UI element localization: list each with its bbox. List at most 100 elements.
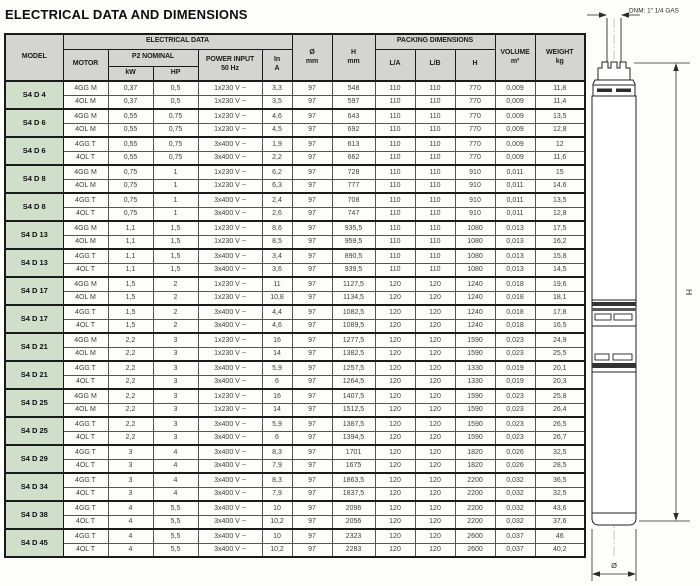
cell-power-input: 1x230 V ~ xyxy=(197,80,263,96)
header-h-pack: H xyxy=(454,48,496,82)
model-cell: S4 D 21 xyxy=(4,360,64,390)
cell-h-pack: 2600 xyxy=(454,542,496,558)
cell-hp: 0,5 xyxy=(152,94,199,110)
cell-l-a: 110 xyxy=(374,150,416,166)
cell-diameter: 97 xyxy=(291,220,333,236)
cell-l-a: 120 xyxy=(374,542,416,558)
cell-power-input: 3x400 V ~ xyxy=(197,486,263,502)
cell-l-a: 110 xyxy=(374,136,416,152)
cell-weight: 28,5 xyxy=(534,458,586,474)
cell-l-a: 120 xyxy=(374,500,416,516)
cell-volume: 0,018 xyxy=(494,276,536,292)
cell-kw: 2,2 xyxy=(107,346,154,362)
table-row: 4OL M 0,75 1 1x230 V ~6,3 97 777 110 110 910 0,01… xyxy=(5,178,586,194)
cell-weight: 12,8 xyxy=(534,122,586,138)
cell-h-pack: 1080 xyxy=(454,248,496,264)
cell-motor: 4OL M xyxy=(62,402,109,418)
cell-h-mm: 1134,5 xyxy=(331,290,376,306)
pump-outline-svg: DNM: 1" 1/4 GAS xyxy=(587,8,694,581)
cell-kw: 2,2 xyxy=(107,332,154,348)
model-cell: S4 D 29 xyxy=(4,444,64,474)
cell-weight: 17,5 xyxy=(534,220,586,236)
cell-kw: 0,55 xyxy=(107,108,154,124)
table-row: S4 D 21 4GG M 2,2 3 1x230 V ~16 97 1277,5 120 12… xyxy=(4,332,586,362)
cell-hp: 3 xyxy=(152,374,199,390)
cell-hp: 3 xyxy=(152,430,199,446)
cell-weight: 13,5 xyxy=(534,192,586,208)
cell-l-b: 120 xyxy=(414,500,456,516)
table-row: S4 D 6 4GG M 0,55 0,75 1x230 V ~4,6 97 643 110 1… xyxy=(4,108,586,138)
cell-l-b: 120 xyxy=(414,402,456,418)
cell-diameter: 97 xyxy=(291,346,333,362)
cell-in-a: 5,9 xyxy=(261,416,293,432)
cell-weight: 40,2 xyxy=(534,542,586,558)
cell-weight: 16,2 xyxy=(534,234,586,250)
cell-weight: 32,5 xyxy=(534,444,586,460)
cell-l-a: 110 xyxy=(374,80,416,96)
table-row: 4OL M 0,55 0,75 1x230 V ~4,5 97 692 110 110 770 0… xyxy=(5,122,586,138)
cell-motor: 4OL T xyxy=(62,486,109,502)
cell-weight: 24,9 xyxy=(534,332,586,348)
cell-motor: 4GG T xyxy=(62,136,109,152)
cell-weight: 14,5 xyxy=(534,262,586,278)
cell-l-a: 120 xyxy=(374,290,416,306)
cell-h-mm: 708 xyxy=(331,192,376,208)
cell-h-mm: 1863,5 xyxy=(331,472,376,488)
cell-h-mm: 939,5 xyxy=(331,262,376,278)
cell-motor: 4GG T xyxy=(62,360,109,376)
model-cell: S4 D 17 xyxy=(4,304,64,334)
cell-motor: 4OL T xyxy=(62,458,109,474)
cell-motor: 4GG T xyxy=(62,416,109,432)
cell-hp: 0,75 xyxy=(152,150,199,166)
cell-hp: 1,5 xyxy=(152,220,199,236)
cell-hp: 0,75 xyxy=(152,136,199,152)
cell-volume: 0,011 xyxy=(494,178,536,194)
cell-kw: 3 xyxy=(107,444,154,460)
cell-volume: 0,011 xyxy=(494,164,536,180)
cell-volume: 0,009 xyxy=(494,150,536,166)
cell-diameter: 97 xyxy=(291,514,333,530)
cell-h-mm: 548 xyxy=(331,80,376,96)
cell-kw: 1,1 xyxy=(107,234,154,250)
table-row: S4 D 25 4GG T 2,2 3 3x400 V ~5,9 97 1387,5 120 1… xyxy=(4,416,586,446)
cell-in-a: 4,6 xyxy=(261,108,293,124)
cell-h-mm: 1837,5 xyxy=(331,486,376,502)
table-row: S4 D 8 4GG M 0,75 1 1x230 V ~6,2 97 728 110 110 9… xyxy=(4,164,586,194)
cell-diameter: 97 xyxy=(291,234,333,250)
cell-motor: 4GG M xyxy=(62,276,109,292)
cell-kw: 0,37 xyxy=(107,94,154,110)
cell-in-a: 10 xyxy=(261,528,293,544)
cell-h-mm: 1257,5 xyxy=(331,360,376,376)
cell-hp: 4 xyxy=(152,444,199,460)
cell-volume: 0,011 xyxy=(494,192,536,208)
cell-hp: 4 xyxy=(152,458,199,474)
cell-volume: 0,013 xyxy=(494,220,536,236)
cell-power-input: 1x230 V ~ xyxy=(197,276,263,292)
cell-l-b: 120 xyxy=(414,290,456,306)
cell-motor: 4GG T xyxy=(62,500,109,516)
cell-in-a: 1,9 xyxy=(261,136,293,152)
cell-diameter: 97 xyxy=(291,94,333,110)
cell-volume: 0,009 xyxy=(494,80,536,96)
cell-power-input: 1x230 V ~ xyxy=(197,234,263,250)
cell-diameter: 97 xyxy=(291,304,333,320)
cell-h-mm: 662 xyxy=(331,150,376,166)
cell-h-pack: 1590 xyxy=(454,402,496,418)
cell-h-mm: 1277,5 xyxy=(331,332,376,348)
cell-motor: 4GG T xyxy=(62,304,109,320)
cell-power-input: 3x400 V ~ xyxy=(197,318,263,334)
cell-weight: 32,5 xyxy=(534,486,586,502)
cell-h-mm: 1382,5 xyxy=(331,346,376,362)
cell-diameter: 97 xyxy=(291,262,333,278)
cell-weight: 11,4 xyxy=(534,94,586,110)
cell-hp: 1 xyxy=(152,178,199,194)
cell-h-mm: 1387,5 xyxy=(331,416,376,432)
cell-h-mm: 692 xyxy=(331,122,376,138)
cell-diameter: 97 xyxy=(291,290,333,306)
cell-l-a: 120 xyxy=(374,444,416,460)
cell-hp: 3 xyxy=(152,416,199,432)
cell-motor: 4OL M xyxy=(62,234,109,250)
cell-h-pack: 1590 xyxy=(454,332,496,348)
cell-h-pack: 1080 xyxy=(454,262,496,278)
